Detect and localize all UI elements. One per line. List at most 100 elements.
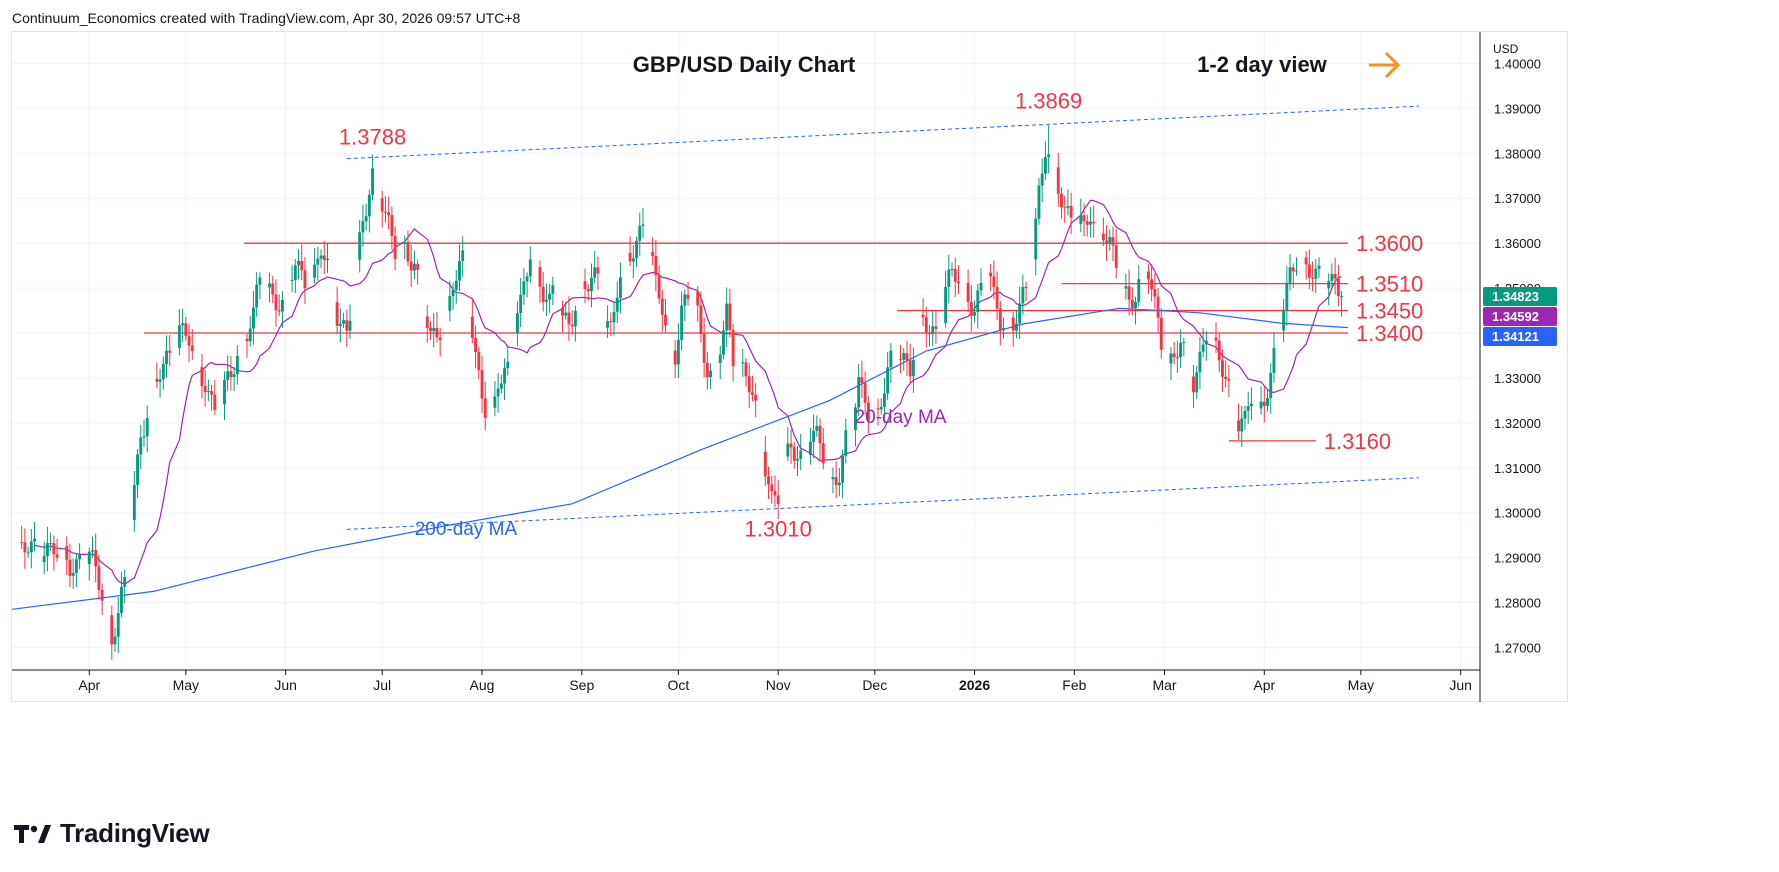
candle [1224,360,1228,388]
candle [168,334,172,367]
candle [725,287,729,347]
candle [1018,286,1022,339]
candle [911,347,915,393]
y-tick-label: 1.28000 [1494,596,1541,611]
candle [1011,312,1015,348]
candle-body [609,321,613,323]
candle [91,536,94,558]
candle [268,272,271,303]
candle-body [429,327,432,332]
candle [699,291,703,343]
candle-body [882,393,886,407]
candle [635,236,638,267]
candle-body [921,314,925,318]
x-tick-label: Dec [862,677,887,693]
candle-body [1269,373,1273,399]
candle-body [728,303,732,331]
candle [1127,269,1131,316]
candle [496,372,500,413]
candle-body [570,324,574,327]
candle [863,371,867,415]
candle [477,346,481,380]
candle-body [683,294,687,306]
candle [976,283,980,329]
x-tick-label: Feb [1062,677,1086,693]
y-tick-label: 1.38000 [1494,146,1541,161]
candle-body [203,386,207,392]
candle [1156,287,1160,333]
candle-body [676,339,680,365]
candle [425,304,429,343]
candle-body [435,327,439,338]
candle [583,268,587,304]
tradingview-logo[interactable]: TradingView [14,818,210,849]
candle-body [461,250,465,262]
candle-body [322,255,326,261]
y-tick-label: 1.33000 [1494,371,1541,386]
candle [1195,366,1199,400]
candle [1037,178,1041,225]
candle-body [586,289,590,292]
candle [367,189,371,233]
candle-body [1198,351,1202,373]
candle [87,547,91,581]
candle-body [1037,185,1041,219]
candle [213,379,217,415]
candle [590,263,593,308]
candle-body [718,354,722,364]
candle-body [1327,281,1331,289]
candle-body [876,408,880,410]
candle-body [773,491,777,496]
candle [998,301,1002,346]
candle-body [786,443,790,457]
candle-body [432,327,436,332]
candle-body [116,613,120,637]
candle [680,291,684,351]
candle [995,271,999,321]
candle-body [458,261,461,281]
candle [1014,311,1018,339]
candle-body [561,308,564,316]
candle [924,306,928,348]
candle [1182,337,1186,357]
candle [258,272,262,300]
candle-body [750,392,754,395]
candle-body [1043,157,1047,174]
y-tick-label: 1.27000 [1494,641,1541,656]
candle-body [271,283,275,295]
price-badge-bg [1483,287,1557,307]
candle [26,546,30,558]
candle-body [651,252,655,256]
candle-body [889,350,893,368]
candle-body [1221,360,1224,377]
candle [55,538,59,562]
candle-body [91,550,94,552]
candle [1204,331,1208,361]
candle-body [1295,270,1298,272]
candle-body [1195,372,1199,393]
candle-body [799,450,803,459]
candle [94,533,98,583]
candle-body [808,441,812,455]
candle-body [367,194,371,217]
candle-body [821,443,825,464]
candle [606,305,610,338]
candle [454,269,458,304]
candle [435,311,439,343]
candle-body [1002,328,1005,331]
candle-body [1114,245,1118,268]
candle [1069,192,1073,235]
x-tick-label: May [1348,677,1374,693]
candle [928,325,931,347]
candle-body [567,312,571,325]
candle [1114,228,1118,279]
candle-body [506,361,510,369]
candle [1266,389,1269,412]
candle-body [345,320,349,331]
candle [1272,332,1276,383]
candle-body [248,328,252,342]
candle-body [1179,342,1183,358]
candle-body [660,298,664,315]
candle [767,466,770,499]
